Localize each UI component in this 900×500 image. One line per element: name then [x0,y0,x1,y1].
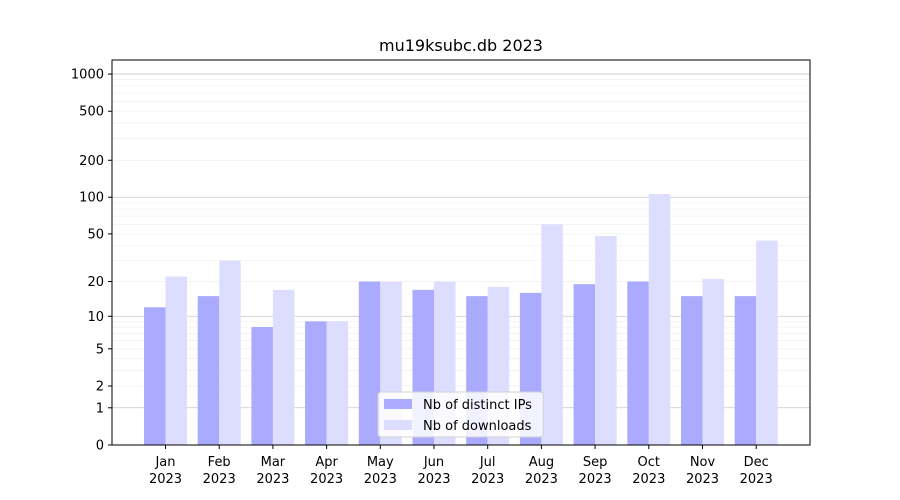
y-tick-label: 5 [96,342,104,357]
y-tick-label: 50 [87,227,104,242]
y-tick-label: 20 [87,275,104,290]
bar-downloads [595,236,617,445]
legend-label: Nb of distinct IPs [423,398,532,413]
bar-downloads [326,321,349,445]
x-tick-label: Oct 2023 [632,455,665,487]
x-tick-label: Mar 2023 [256,455,289,487]
bar-distinct-ips [197,296,220,445]
bar-downloads [541,224,563,445]
bar-distinct-ips [627,281,649,445]
x-tick-label: Jul 2023 [471,455,504,487]
x-tick-label: Jun 2023 [417,455,450,487]
bar-downloads [702,279,724,445]
legend-box [377,391,544,438]
y-tick-label: 2 [96,380,104,395]
x-tick-label: Jan 2023 [149,455,182,487]
bar-distinct-ips [358,281,381,445]
bar-distinct-ips [573,284,596,445]
bar-distinct-ips [144,307,166,445]
legend-label: Nb of downloads [423,419,532,434]
y-tick-label: 200 [79,154,104,169]
bar-distinct-ips [251,327,273,445]
plot-frame [111,59,811,446]
y-axis: 0 1 2 5 10 20 50 100 200 500 1000 [71,68,112,454]
y-tick-label: 10 [87,310,104,325]
bar-distinct-ips [734,296,757,445]
bar-downloads [648,194,671,445]
x-tick-label: Nov 2023 [686,455,719,487]
chart-title: mu19ksubc.db 2023 [379,36,543,55]
y-tick-label: 1 [96,401,104,416]
legend-swatch [384,420,412,430]
legend-swatch [384,399,412,409]
x-tick-label: Sep 2023 [579,455,612,487]
bar-downloads [756,240,778,445]
bar-distinct-ips [681,296,703,445]
bar-downloads [272,289,295,445]
y-tick-label: 500 [79,105,104,120]
bar-distinct-ips [305,321,327,445]
x-tick-label: Feb 2023 [203,455,236,487]
y-tick-label: 100 [79,191,104,206]
bar-downloads [219,260,241,445]
bar-downloads [165,276,187,445]
x-axis: Jan 2023 Feb 2023 Mar 2023 Apr 2023 May 2023 Jun 20… [149,445,773,487]
x-tick-label: Apr 2023 [310,455,343,487]
x-tick-label: Dec 2023 [740,455,773,487]
y-tick-label: 0 [96,439,104,454]
y-tick-label: 1000 [71,68,104,83]
x-tick-label: Aug 2023 [525,455,558,487]
x-tick-label: May 2023 [364,455,397,487]
legend: Nb of distinct IPs Nb of downloads [377,391,544,438]
